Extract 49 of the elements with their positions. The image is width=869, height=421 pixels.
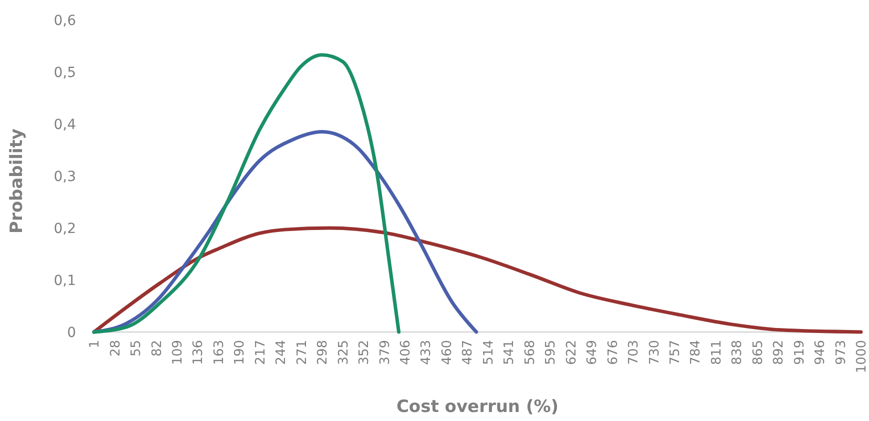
- x-tick-label: 82: [150, 340, 165, 357]
- x-tick-label: 217: [253, 340, 268, 365]
- x-tick-label: 325: [336, 340, 352, 365]
- x-tick-label: 487: [460, 340, 476, 365]
- x-tick-label: 1: [88, 340, 103, 348]
- x-tick-label: 568: [522, 340, 538, 365]
- line-series: [92, 53, 401, 334]
- x-tick-label: 1000: [854, 340, 869, 374]
- y-tick-label: 0,6: [54, 12, 76, 29]
- x-tick-label: 406: [398, 340, 414, 365]
- x-tick-label: 946: [813, 340, 828, 365]
- x-tick-label: 730: [647, 340, 662, 365]
- y-tick-label: 0,5: [54, 64, 76, 81]
- y-tick-label: 0,4: [54, 116, 76, 133]
- x-tick-label: 973: [834, 340, 849, 365]
- x-tick-label: 352: [357, 340, 372, 365]
- x-tick-label: 595: [544, 340, 559, 365]
- x-tick-label: 865: [750, 340, 766, 365]
- x-tick-label: 811: [709, 340, 724, 365]
- x-tick-label: 433: [419, 340, 434, 365]
- y-axis-title: Probability: [7, 128, 27, 234]
- x-tick-label: 136: [191, 340, 206, 365]
- x-tick-label: 514: [481, 340, 496, 365]
- y-tick-label: 0,3: [54, 168, 76, 185]
- x-tick-label: 649: [585, 340, 600, 365]
- x-tick-label: 379: [378, 340, 393, 365]
- x-tick-label: 55: [129, 340, 144, 357]
- x-tick-label: 757: [668, 340, 683, 365]
- x-tick-label: 460: [440, 340, 455, 365]
- y-tick-label: 0: [67, 324, 76, 341]
- x-tick-label: 919: [792, 340, 808, 365]
- x-tick-label: 244: [274, 340, 290, 365]
- x-tick-label: 676: [606, 340, 621, 365]
- x-tick-label: 784: [688, 340, 704, 365]
- x-tick-label: 541: [502, 340, 518, 365]
- x-tick-label: 703: [626, 340, 642, 365]
- x-axis-title: Cost overrun (%): [396, 397, 559, 417]
- x-tick-label: 190: [232, 340, 248, 365]
- y-tick-label: 0,1: [54, 272, 76, 289]
- x-tick-label: 622: [564, 340, 580, 365]
- x-tick-label: 28: [108, 340, 124, 357]
- y-tick-label: 0,2: [54, 220, 76, 237]
- x-tick-label: 298: [316, 340, 331, 365]
- x-tick-label: 271: [294, 340, 310, 365]
- x-tick-label: 109: [170, 340, 186, 365]
- x-tick-label: 163: [212, 340, 227, 365]
- line-series: [92, 226, 863, 334]
- x-tick-label: 838: [730, 340, 746, 365]
- x-tick-label: 892: [772, 340, 787, 365]
